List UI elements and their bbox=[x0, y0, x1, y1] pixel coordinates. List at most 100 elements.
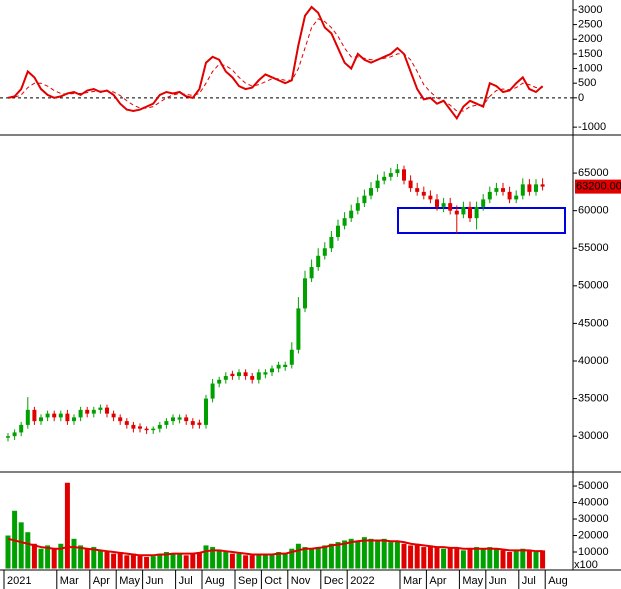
last-price-box bbox=[575, 179, 621, 194]
volume-bar bbox=[309, 548, 315, 569]
volume-bar bbox=[480, 548, 486, 569]
candle-body bbox=[32, 409, 37, 422]
x-tick-label: May bbox=[119, 575, 140, 587]
volume-bar bbox=[157, 553, 163, 569]
volume-bar bbox=[328, 543, 334, 569]
candle-body bbox=[270, 368, 274, 373]
volume-bar bbox=[249, 555, 255, 569]
candle-body bbox=[52, 413, 57, 418]
candle-body bbox=[421, 191, 426, 196]
candle-body bbox=[250, 376, 255, 380]
candle-body bbox=[243, 372, 248, 377]
y-tick-label: 20000 bbox=[578, 529, 609, 541]
y-tick-label: 2500 bbox=[578, 19, 602, 31]
candle-body bbox=[144, 428, 149, 431]
candle-body bbox=[527, 184, 532, 192]
candle-body bbox=[276, 364, 281, 369]
x-tick-label: Nov bbox=[291, 575, 311, 587]
volume-bar bbox=[322, 545, 328, 569]
candle-body bbox=[514, 195, 519, 200]
volume-bar bbox=[78, 545, 84, 569]
support-zone bbox=[397, 207, 566, 234]
volume-bar bbox=[348, 538, 354, 569]
candle-body bbox=[468, 206, 472, 219]
candle-body bbox=[454, 210, 459, 215]
x-tick-label: 2022 bbox=[350, 575, 374, 587]
candle-body bbox=[303, 278, 307, 309]
candle-body bbox=[171, 417, 175, 422]
volume-bar bbox=[394, 540, 400, 569]
volume-bar bbox=[137, 555, 143, 569]
x-tick-label: May bbox=[462, 575, 483, 587]
x-tick-label: Jun bbox=[146, 575, 164, 587]
y-tick-label: 35000 bbox=[578, 392, 609, 404]
volume-bar bbox=[262, 555, 268, 569]
x-tick-label: Jul bbox=[522, 575, 536, 587]
candle-body bbox=[164, 421, 169, 425]
candle-body bbox=[487, 191, 492, 200]
candle-body bbox=[355, 203, 360, 211]
volume-bar bbox=[289, 548, 295, 569]
candle-body bbox=[435, 199, 439, 207]
volume-bar bbox=[401, 543, 407, 569]
candle-body bbox=[197, 422, 202, 425]
volume-bar bbox=[487, 547, 493, 569]
volume-bar bbox=[130, 553, 136, 569]
candle-body bbox=[428, 195, 433, 200]
x-tick-label: Mar bbox=[60, 575, 79, 587]
y-tick-label: 10000 bbox=[578, 546, 609, 558]
candle-body bbox=[58, 413, 63, 418]
volume-bar bbox=[97, 550, 103, 569]
volume-bar bbox=[150, 556, 156, 569]
candle-body bbox=[151, 428, 156, 431]
candle-body bbox=[177, 417, 182, 420]
volume-bar bbox=[84, 548, 90, 569]
volume-bar bbox=[493, 548, 499, 569]
volume-bar bbox=[388, 542, 394, 569]
volume-bar bbox=[342, 540, 348, 569]
volume-bar bbox=[190, 553, 196, 569]
volume-bar bbox=[177, 553, 183, 569]
x-tick-label: Apr bbox=[429, 575, 446, 587]
volume-bar bbox=[414, 543, 420, 569]
candle-body bbox=[481, 199, 486, 207]
x-tick-label: Aug bbox=[205, 575, 225, 587]
volume-bar bbox=[163, 552, 169, 569]
candle-body bbox=[12, 432, 17, 437]
x-tick-label: Sep bbox=[238, 575, 258, 587]
volume-bar bbox=[25, 532, 31, 569]
volume-bar bbox=[460, 550, 466, 569]
volume-bar bbox=[58, 543, 64, 569]
y-tick-label: 55000 bbox=[578, 242, 609, 254]
candle-body bbox=[534, 184, 538, 192]
volume-bar bbox=[540, 550, 546, 569]
candle-body bbox=[395, 169, 400, 174]
candle-body bbox=[157, 424, 162, 429]
volume-bar bbox=[408, 545, 414, 569]
candle-body bbox=[316, 255, 321, 268]
volume-bar bbox=[427, 545, 433, 569]
volume-bar bbox=[500, 550, 506, 569]
candle-body bbox=[474, 206, 479, 219]
y-tick-label: 3000 bbox=[578, 4, 602, 16]
volume-bar bbox=[104, 552, 110, 569]
candle-body bbox=[336, 225, 340, 237]
volume-bar bbox=[513, 550, 519, 569]
unit-label: x100 bbox=[574, 559, 598, 571]
candle-body bbox=[111, 413, 116, 418]
candle-body bbox=[190, 421, 195, 425]
candle-body bbox=[118, 417, 123, 422]
candle-body bbox=[85, 409, 90, 414]
y-tick-label: 30000 bbox=[578, 430, 609, 442]
y-tick-label: 0 bbox=[578, 92, 584, 104]
volume-bar bbox=[454, 548, 460, 569]
candle-body bbox=[289, 349, 294, 365]
last-price-label: 63200.00 bbox=[576, 181, 621, 193]
volume-bar bbox=[507, 552, 513, 569]
volume-bar bbox=[91, 547, 97, 569]
candle-body bbox=[98, 407, 103, 410]
candle-body bbox=[402, 169, 406, 181]
candle-body bbox=[256, 372, 261, 380]
x-tick-label: 2021 bbox=[7, 575, 31, 587]
volume-bar bbox=[467, 548, 473, 569]
